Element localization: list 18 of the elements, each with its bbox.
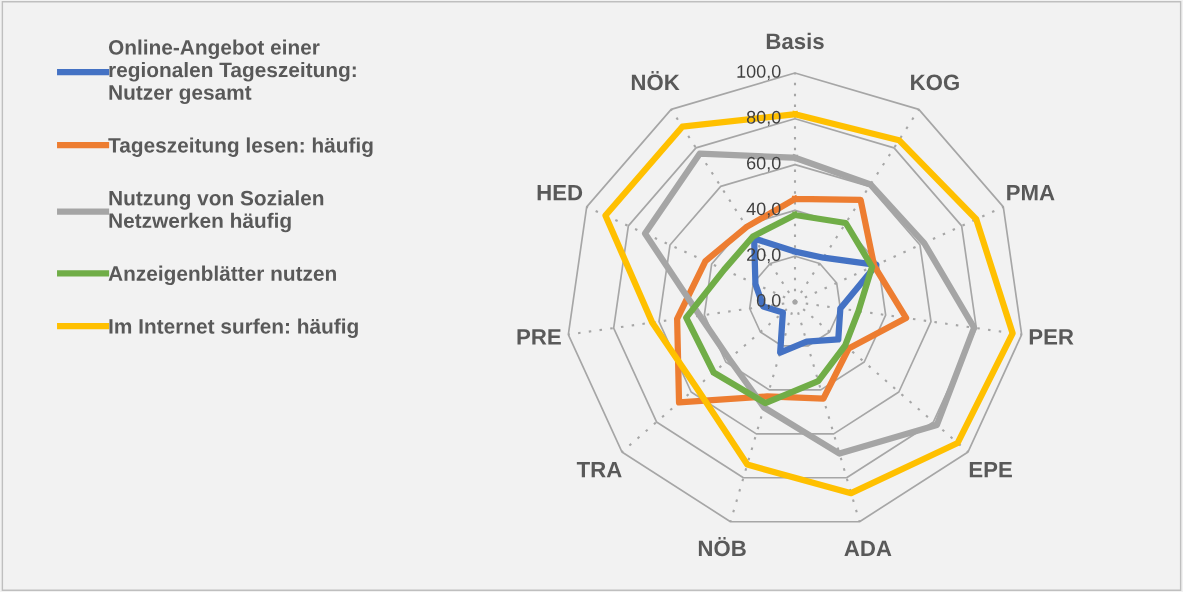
legend-label: Tageszeitung lesen: häufig xyxy=(108,137,373,157)
spoke-label: ADA xyxy=(844,540,892,557)
legend-label: Nutzung von Sozialen Netzwerken häufig xyxy=(109,190,324,233)
spoke-label: TRA xyxy=(576,461,622,478)
spoke-label: Basis xyxy=(766,32,824,50)
y-tick-label: 60,0 xyxy=(747,156,781,172)
spoke-label: NÖB xyxy=(698,537,746,557)
spoke-label: NÖK xyxy=(631,71,680,91)
spoke-label: EPE xyxy=(969,461,1012,478)
spoke-label: PMA xyxy=(1007,184,1055,201)
legend-label: Im Internet surfen: häufig xyxy=(109,318,358,338)
legend-label: Online-Angebot einer regionalen Tageszeitung: Nutzer gesamt xyxy=(108,39,356,105)
spoke-label: KOG xyxy=(911,74,959,91)
spoke-label: PRE xyxy=(517,329,561,345)
legend-label: Anzeigenblätter nutzen xyxy=(108,265,336,286)
spoke-label: HED xyxy=(537,184,583,201)
spoke-label: PER xyxy=(1029,329,1074,345)
y-tick-label: 100,0 xyxy=(737,65,781,80)
